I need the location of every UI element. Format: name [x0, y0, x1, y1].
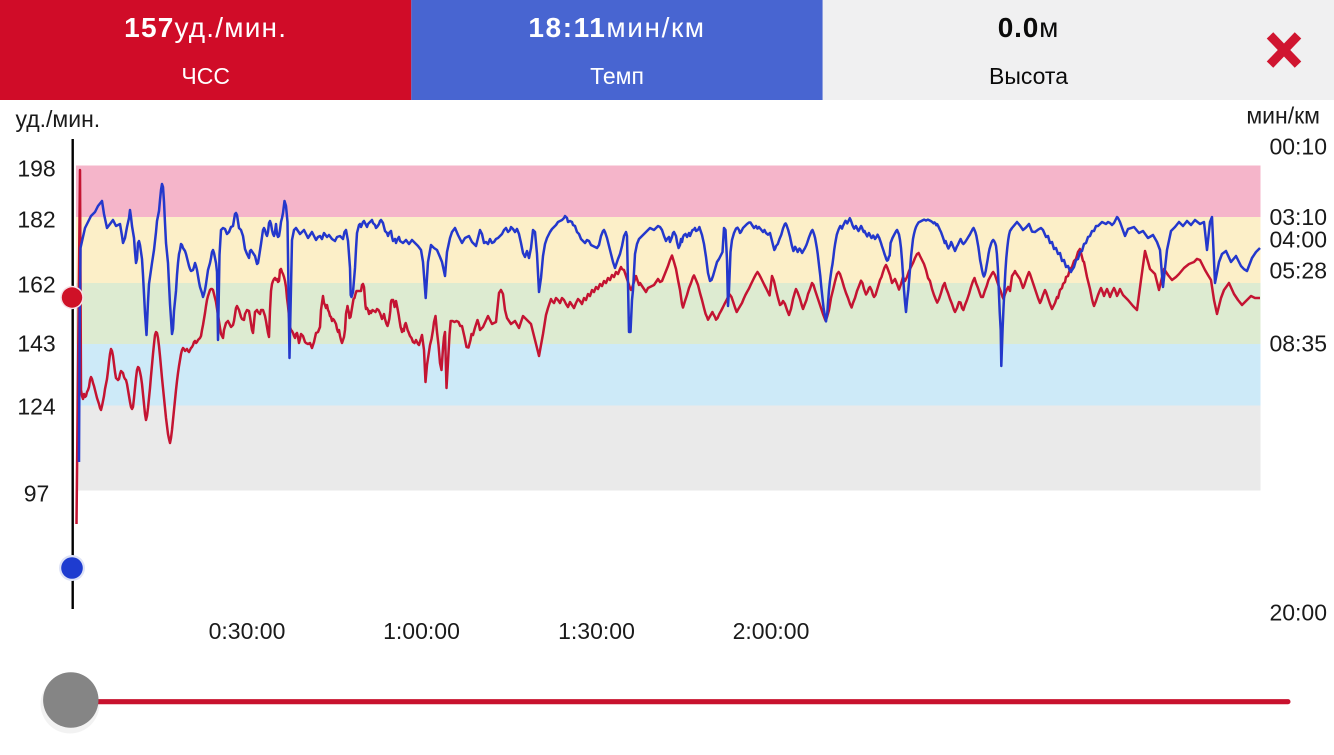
svg-text:Темп: Темп	[590, 63, 644, 89]
svg-text:97: 97	[24, 480, 50, 506]
svg-text:143: 143	[17, 330, 55, 356]
svg-text:00:10: 00:10	[1269, 133, 1327, 159]
svg-text:182: 182	[17, 206, 55, 232]
svg-text:1:30:00: 1:30:00	[558, 618, 635, 644]
svg-text:03:10: 03:10	[1269, 204, 1327, 230]
svg-text:198: 198	[17, 155, 55, 181]
svg-text:0:30:00: 0:30:00	[209, 618, 286, 644]
svg-text:162: 162	[17, 271, 55, 297]
svg-text:08:35: 08:35	[1269, 330, 1327, 356]
svg-text:Высота: Высота	[989, 63, 1068, 89]
svg-text:1:00:00: 1:00:00	[383, 618, 460, 644]
svg-text:0.0м: 0.0м	[998, 12, 1059, 43]
svg-text:20:00: 20:00	[1269, 599, 1327, 625]
svg-text:уд./мин.: уд./мин.	[16, 106, 101, 132]
svg-text:18:11мин/км: 18:11мин/км	[528, 12, 705, 43]
svg-text:ЧСС: ЧСС	[181, 63, 230, 89]
svg-text:мин/км: мин/км	[1246, 103, 1320, 129]
svg-text:124: 124	[17, 393, 56, 419]
svg-text:2:00:00: 2:00:00	[733, 618, 810, 644]
svg-text:04:00: 04:00	[1269, 226, 1327, 252]
svg-text:05:28: 05:28	[1269, 257, 1327, 283]
svg-text:157уд./мин.: 157уд./мин.	[124, 12, 287, 43]
